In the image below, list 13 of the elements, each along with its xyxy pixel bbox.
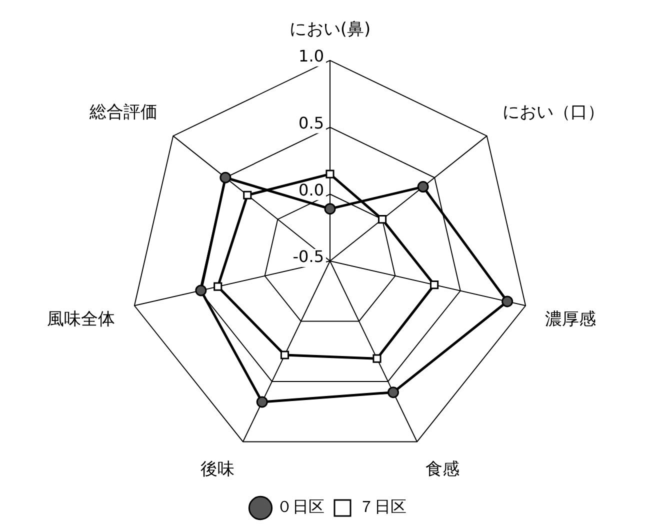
spoke-label: 後味	[200, 459, 234, 480]
spoke-label: におい（口）	[502, 102, 604, 123]
y-tick-label: -0.5	[292, 247, 324, 266]
spoke-label: 食感	[426, 459, 460, 480]
spoke-label: におい(鼻)	[289, 20, 371, 40]
spoke-label: 風味全体	[46, 310, 115, 330]
spoke-label: 濃厚感	[545, 310, 596, 330]
legend-label: ０日区	[276, 497, 324, 516]
y-tick-label: 0.5	[298, 113, 324, 132]
spoke-label: 総合評価	[88, 102, 158, 123]
y-tick-label: 1.0	[298, 46, 324, 66]
y-tick-label: 0.0	[298, 180, 324, 200]
legend-label: ７日区	[358, 497, 406, 516]
